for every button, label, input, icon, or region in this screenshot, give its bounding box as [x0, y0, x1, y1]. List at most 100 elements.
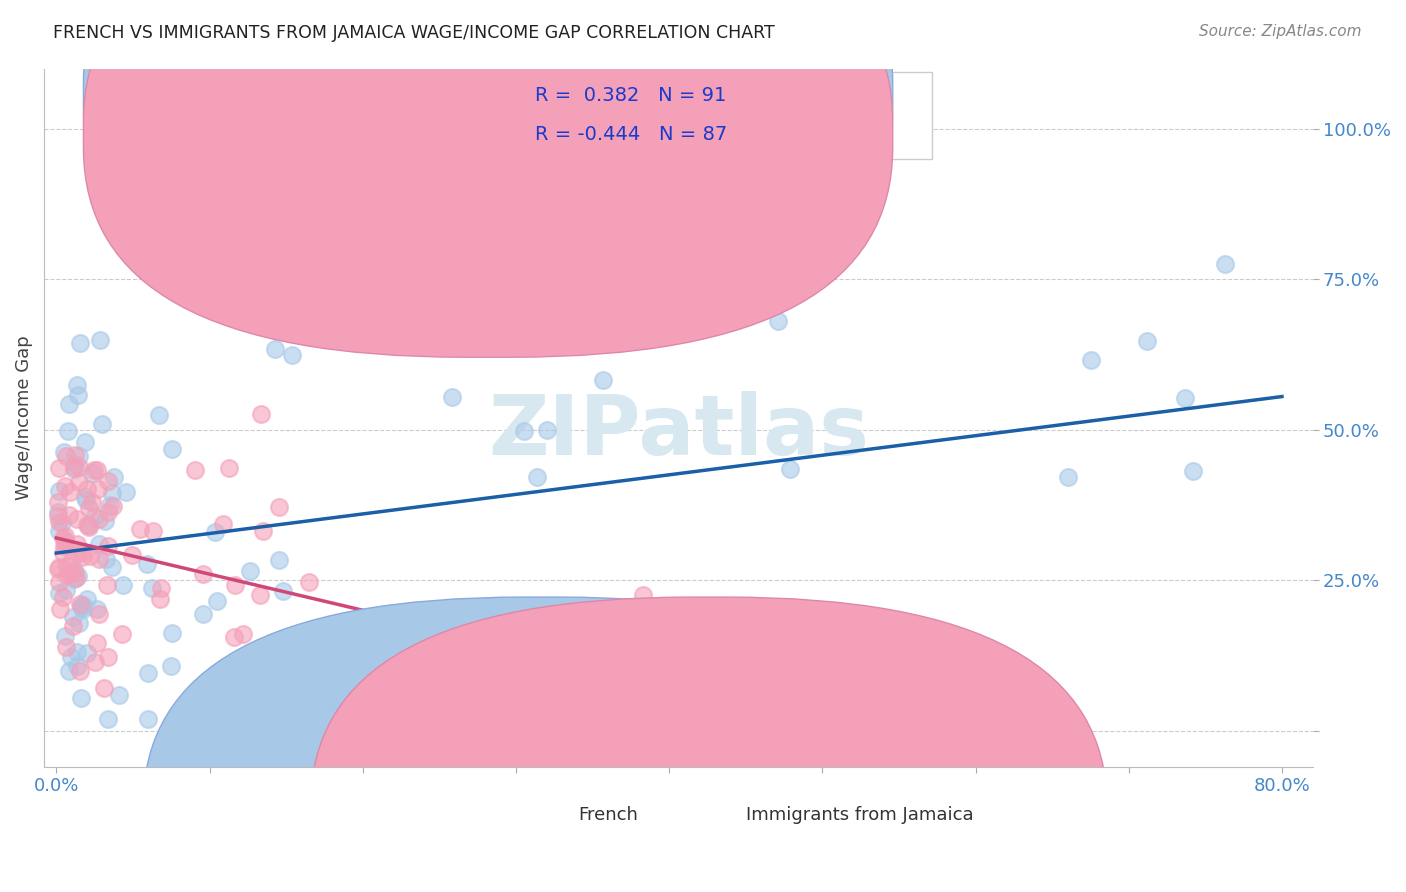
Point	[339, 214, 361, 228]
Text: Immigrants from Jamaica: Immigrants from Jamaica	[745, 806, 973, 824]
Point	[440, 390, 463, 404]
Point	[79, 549, 101, 564]
Point	[69, 599, 91, 613]
Point	[53, 444, 76, 458]
Point	[59, 650, 82, 665]
Point	[70, 600, 93, 615]
Point	[65, 566, 87, 580]
Point	[80, 495, 103, 509]
Point	[55, 479, 77, 493]
Point	[69, 336, 91, 351]
Point	[67, 615, 90, 630]
Point	[48, 524, 70, 538]
Point	[252, 524, 274, 538]
Point	[612, 646, 634, 660]
Point	[48, 559, 70, 574]
Point	[87, 537, 110, 551]
Point	[112, 578, 135, 592]
Point	[267, 552, 290, 566]
Y-axis label: Wage/Income Gap: Wage/Income Gap	[15, 335, 32, 500]
Point	[396, 650, 419, 665]
Point	[430, 603, 453, 617]
Point	[631, 588, 654, 602]
Point	[129, 522, 152, 536]
Point	[136, 666, 159, 681]
Point	[269, 500, 291, 514]
Point	[160, 626, 183, 640]
Point	[336, 673, 359, 687]
Point	[97, 712, 120, 726]
Point	[55, 640, 77, 654]
Point	[101, 486, 124, 500]
Point	[53, 539, 76, 553]
Point	[425, 338, 447, 352]
Point	[636, 674, 658, 689]
Point	[56, 567, 79, 582]
Point	[89, 333, 111, 347]
Point	[111, 627, 134, 641]
Point	[136, 558, 159, 572]
Point	[97, 540, 120, 554]
Point	[86, 636, 108, 650]
Point	[77, 520, 100, 534]
Point	[218, 461, 240, 475]
Point	[1213, 257, 1236, 271]
Point	[55, 450, 77, 464]
Point	[280, 676, 302, 690]
Point	[66, 537, 89, 551]
Point	[89, 511, 111, 525]
Point	[321, 635, 343, 649]
Point	[768, 314, 790, 328]
Point	[107, 689, 129, 703]
Point	[48, 515, 70, 529]
Point	[513, 424, 536, 438]
Point	[98, 498, 121, 512]
Point	[51, 516, 73, 530]
Point	[1057, 470, 1080, 484]
Point	[1080, 353, 1102, 368]
Point	[76, 592, 98, 607]
Point	[90, 417, 112, 432]
Point	[58, 508, 80, 522]
FancyBboxPatch shape	[311, 597, 1107, 892]
Point	[184, 462, 207, 476]
Point	[67, 475, 90, 489]
Point	[73, 490, 96, 504]
Text: R = -0.444   N = 87: R = -0.444 N = 87	[536, 125, 727, 144]
Point	[67, 459, 90, 474]
Point	[141, 582, 163, 596]
FancyBboxPatch shape	[83, 0, 893, 357]
Point	[160, 659, 183, 673]
Point	[97, 505, 120, 519]
Point	[58, 424, 80, 438]
Point	[460, 674, 482, 689]
FancyBboxPatch shape	[83, 0, 893, 318]
Point	[97, 649, 120, 664]
Point	[49, 602, 72, 616]
Point	[96, 578, 118, 592]
FancyBboxPatch shape	[143, 597, 939, 892]
Point	[58, 665, 80, 679]
Point	[72, 598, 94, 612]
Point	[280, 348, 302, 362]
Point	[308, 699, 330, 714]
Point	[52, 532, 75, 546]
Point	[55, 559, 77, 574]
Point	[222, 630, 245, 644]
Point	[55, 582, 77, 597]
Point	[52, 590, 75, 604]
Point	[62, 619, 84, 633]
Point	[97, 475, 120, 489]
Point	[1182, 464, 1205, 478]
Point	[89, 552, 111, 566]
Point	[342, 645, 364, 659]
Point	[65, 571, 87, 585]
Point	[612, 605, 634, 619]
Text: FRENCH VS IMMIGRANTS FROM JAMAICA WAGE/INCOME GAP CORRELATION CHART: FRENCH VS IMMIGRANTS FROM JAMAICA WAGE/I…	[53, 24, 775, 42]
Point	[191, 607, 214, 622]
Point	[59, 485, 82, 500]
Point	[86, 463, 108, 477]
Point	[58, 397, 80, 411]
Point	[72, 545, 94, 559]
Point	[77, 500, 100, 515]
